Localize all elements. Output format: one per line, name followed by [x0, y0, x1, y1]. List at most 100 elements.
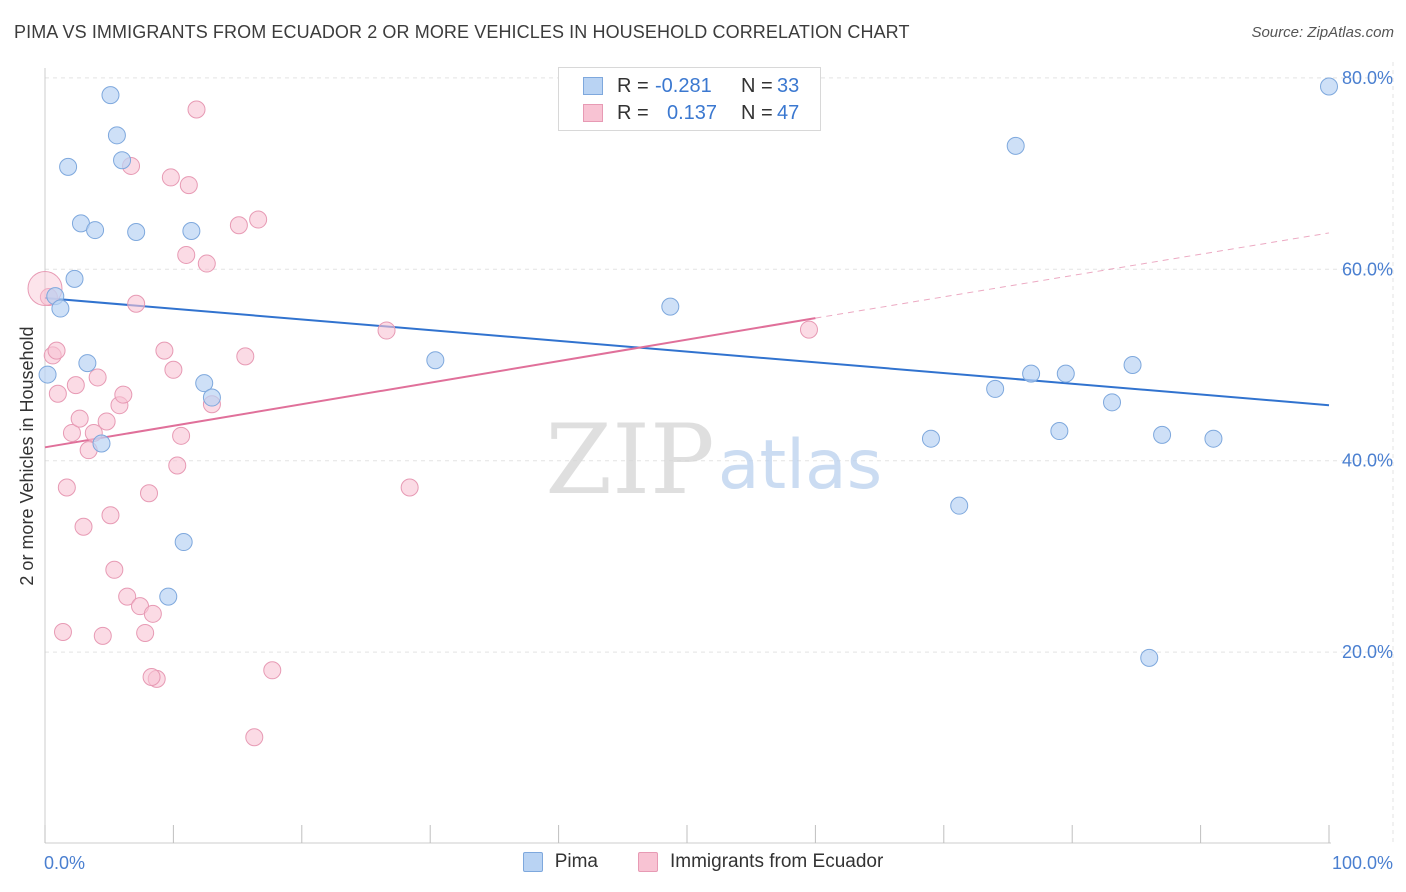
- y-axis-title: 2 or more Vehicles in Household: [17, 326, 37, 585]
- ecuador-point: [155, 341, 174, 360]
- ecuador-point: [48, 384, 67, 403]
- pima-point: [195, 374, 214, 393]
- pima-swatch: [583, 77, 603, 95]
- ecuador-point: [197, 254, 216, 273]
- legend-row-pima: R = -0.281 N = 33: [583, 73, 799, 99]
- pima-point: [1153, 425, 1172, 444]
- ecuador-swatch: [583, 104, 603, 122]
- ecuador-point: [136, 623, 155, 642]
- ecuador-point: [105, 560, 124, 579]
- pima-trend-line: [44, 297, 1330, 407]
- ecuador-point: [164, 360, 183, 379]
- ecuador-point: [47, 341, 66, 360]
- pima-point: [950, 496, 969, 515]
- ecuador-point: [114, 385, 133, 404]
- pima-point: [1140, 648, 1159, 667]
- ecuador-point: [93, 626, 112, 645]
- pima-point: [426, 351, 445, 370]
- x-tick-label: 0.0%: [44, 853, 85, 873]
- source-credit: Source: ZipAtlas.com: [1251, 24, 1394, 41]
- watermark: ZIP atlas: [545, 404, 882, 516]
- pima-point: [59, 157, 78, 176]
- trend-lines: [44, 232, 1330, 449]
- pima-point: [127, 222, 146, 241]
- pima-point: [174, 533, 193, 552]
- ecuador-point: [62, 423, 81, 442]
- y-tick-label: 60.0%: [1342, 259, 1393, 279]
- watermark-zip: ZIP: [545, 404, 714, 516]
- ecuador-point: [53, 623, 72, 642]
- ecuador-point: [172, 426, 191, 445]
- legend-item-ecuador[interactable]: Immigrants from Ecuador: [638, 851, 883, 873]
- watermark-atlas: atlas: [718, 426, 882, 505]
- y-tick-label: 80.0%: [1342, 68, 1393, 88]
- pima-point: [101, 86, 120, 105]
- pima-points: [38, 77, 1338, 667]
- legend-ecuador-label: Immigrants from Ecuador: [670, 851, 884, 872]
- pima-point: [986, 379, 1005, 398]
- pima-point: [1022, 364, 1041, 383]
- ecuador-point: [377, 321, 396, 340]
- pima-point: [202, 388, 221, 407]
- pima-point: [1204, 429, 1223, 448]
- ecuador-point: [187, 100, 206, 119]
- ecuador-point: [140, 484, 159, 503]
- chart-title: PIMA VS IMMIGRANTS FROM ECUADOR 2 OR MOR…: [14, 22, 910, 42]
- pima-point: [51, 299, 70, 318]
- legend-pima-label: Pima: [554, 851, 598, 872]
- pima-point: [107, 126, 126, 145]
- pima-point: [1050, 422, 1069, 441]
- pima-point: [921, 429, 940, 448]
- stats-legend: R = -0.281 N = 33 R = 0.137 N = 47: [558, 67, 821, 131]
- ecuador-point: [88, 368, 107, 387]
- ecuador-point: [400, 478, 419, 497]
- pima-point: [78, 354, 97, 373]
- ecuador-point: [127, 294, 146, 313]
- legend-item-pima[interactable]: Pima: [522, 851, 598, 873]
- pima-r-value: -0.281: [655, 74, 712, 97]
- ecuador-point: [97, 412, 116, 431]
- ecuador-trend-line: [44, 317, 816, 449]
- ecuador-point: [161, 168, 180, 187]
- pima-point: [113, 151, 132, 170]
- pima-point: [1103, 393, 1122, 412]
- legend-pima-swatch: [522, 852, 543, 872]
- pima-point: [1006, 136, 1025, 155]
- ecuador-point: [143, 604, 162, 623]
- y-tick-labels: 20.0% 40.0% 60.0% 80.0%: [1342, 68, 1393, 662]
- ecuador-point: [70, 409, 89, 428]
- ecuador-n-value: 47: [777, 101, 800, 124]
- ecuador-n-label: N =: [741, 101, 773, 124]
- pima-n-value: 33: [777, 74, 800, 97]
- pima-n-label: N =: [741, 74, 773, 97]
- pima-point: [65, 269, 84, 288]
- pima-point: [1123, 356, 1142, 374]
- ecuador-point: [142, 667, 161, 686]
- ecuador-point: [263, 661, 282, 680]
- ecuador-point: [74, 517, 93, 536]
- ecuador-r-value: 0.137: [667, 101, 718, 124]
- ecuador-point: [101, 506, 120, 525]
- ecuador-point: [249, 210, 268, 229]
- ecuador-point: [236, 347, 255, 366]
- pima-point: [1056, 364, 1075, 383]
- ecuador-point: [245, 728, 264, 747]
- pima-point: [661, 297, 680, 316]
- pima-r-label: R =: [617, 74, 649, 97]
- pima-point: [86, 221, 105, 240]
- ecuador-point: [799, 320, 818, 339]
- x-tick-labels: 0.0% 100.0%: [44, 853, 1393, 873]
- ecuador-point: [177, 245, 196, 264]
- x-tick-label: 100.0%: [1332, 853, 1393, 873]
- ecuador-point: [168, 456, 187, 475]
- series-legend: Pima Immigrants from Ecuador: [0, 851, 1406, 873]
- y-tick-label: 20.0%: [1342, 642, 1393, 662]
- pima-point: [92, 434, 111, 453]
- pima-point: [1320, 77, 1338, 96]
- gridlines: [45, 62, 1394, 843]
- ecuador-trend-extension: [815, 232, 1330, 319]
- ecuador-point: [118, 587, 137, 606]
- pima-point: [38, 365, 57, 384]
- ecuador-point: [179, 176, 198, 195]
